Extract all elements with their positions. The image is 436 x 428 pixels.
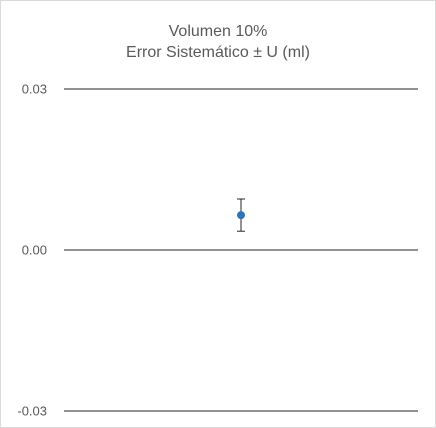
data-point: [237, 211, 245, 220]
y-tick-label: -0.03: [17, 404, 47, 419]
y-tick-label: 0.00: [22, 243, 47, 258]
y-tick-label: 0.03: [22, 82, 47, 97]
chart-title-line2: Error Sistemático ± U (ml): [126, 44, 310, 61]
chart-title-line1: Volumen 10%: [168, 23, 268, 40]
